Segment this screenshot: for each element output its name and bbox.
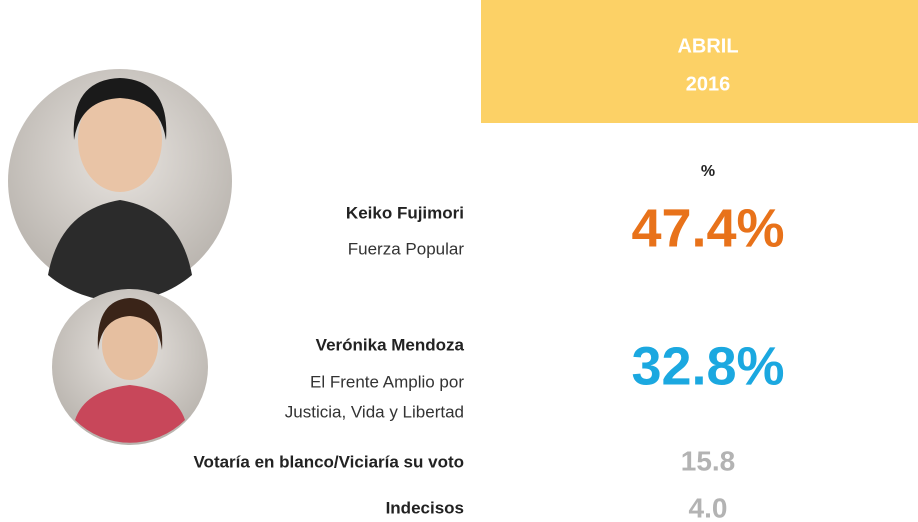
row-name: Votaría en blanco/Viciaría su voto <box>193 452 464 471</box>
row-value: 4.0 <box>689 492 728 522</box>
row-value: 32.8% <box>631 336 784 396</box>
header-year: 2016 <box>686 73 731 95</box>
row-name: Keiko Fujimori <box>346 203 464 222</box>
header-unit: % <box>701 163 715 180</box>
row-value: 47.4% <box>631 198 784 258</box>
row-name: Indecisos <box>386 498 464 517</box>
row-name: Verónika Mendoza <box>316 335 465 354</box>
row-value: 15.8 <box>681 445 736 476</box>
row-party: El Frente Amplio por <box>310 372 464 391</box>
row-party: Fuerza Popular <box>348 239 465 258</box>
photo-1 <box>8 69 232 301</box>
header-month: ABRIL <box>677 35 738 57</box>
rows: Keiko Fujimori Fuerza Popular 47.4% Verónik… <box>193 198 784 522</box>
header-box <box>481 0 918 123</box>
row-party: Justicia, Vida y Libertad <box>285 402 464 421</box>
photo-2 <box>52 289 208 445</box>
poll-card: ABRIL 2016 % Keiko Fujimori Fuerza Popula… <box>0 0 918 522</box>
